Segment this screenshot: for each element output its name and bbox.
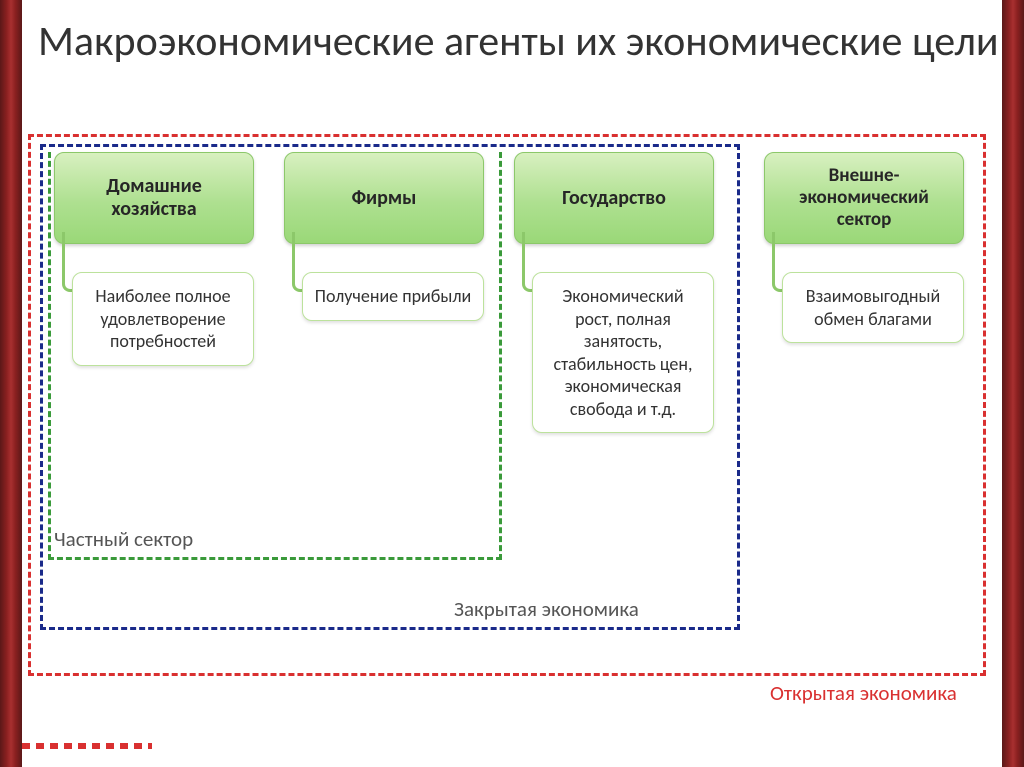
curtain-right [1002,0,1024,767]
agent-header: Внешне-экономический сектор [764,152,964,244]
agent-state: Государство Экономический рост, полная з… [514,152,714,433]
agent-foreign: Внешне-экономический сектор Взаимовыгодн… [764,152,964,343]
label-closed-economy: Закрытая экономика [454,596,639,622]
agent-firms: Фирмы Получение прибыли [284,152,484,321]
slide: Макроэкономические агенты их экономическ… [22,0,1002,767]
page-title: Макроэкономические агенты их экономическ… [38,18,999,66]
decor-stripe [22,743,152,749]
agent-body: Получение прибыли [302,272,484,321]
agent-body: Наиболее полное удовлетворение потребнос… [72,272,254,366]
agent-body: Экономический рост, полная занятость, ст… [532,272,714,433]
agent-body: Взаимовыгодный обмен благами [782,272,964,343]
agent-households: Домашние хозяйства Наиболее полное удовл… [54,152,254,366]
agent-header: Домашние хозяйства [54,152,254,244]
label-open-economy: Открытая экономика [770,680,957,706]
diagram: Домашние хозяйства Наиболее полное удовл… [22,130,1002,730]
agent-header: Фирмы [284,152,484,244]
curtain-left [0,0,22,767]
label-private-sector: Частный сектор [54,526,193,552]
agent-header: Государство [514,152,714,244]
